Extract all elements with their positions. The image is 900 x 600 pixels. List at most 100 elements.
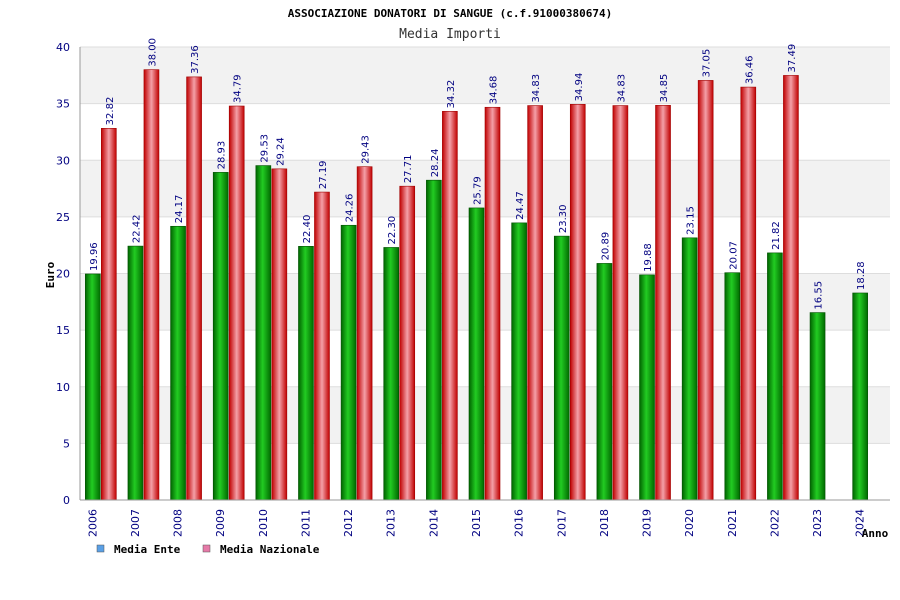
data-label: 29.24 <box>275 137 286 166</box>
data-label: 24.47 <box>515 191 526 220</box>
bar-media-ente <box>298 246 314 501</box>
bar-media-ente <box>383 247 400 501</box>
bar-media-nazionale <box>612 105 629 501</box>
bar-media-nazionale <box>228 105 245 501</box>
data-label: 34.32 <box>446 80 457 109</box>
x-tick-label: 2023 <box>811 509 824 537</box>
bar-media-nazionale <box>783 75 799 501</box>
data-label: 20.07 <box>728 241 739 270</box>
bar-media-nazionale <box>314 191 330 501</box>
data-label: 23.30 <box>558 204 569 233</box>
data-label: 19.88 <box>643 243 654 272</box>
x-tick-label: 2013 <box>385 509 398 537</box>
x-tick-label: 2021 <box>726 509 739 537</box>
data-label: 34.79 <box>233 74 244 103</box>
x-tick-label: 2011 <box>299 509 312 537</box>
data-label: 27.71 <box>403 155 414 184</box>
bar-media-ente <box>340 224 357 501</box>
bar-media-ente <box>681 237 698 501</box>
data-label: 24.26 <box>345 194 356 223</box>
data-labels: 19.96 32.82 22.42 38.00 24.17 37.36 28.93 34.79… <box>89 38 867 310</box>
bar-media-nazionale <box>442 111 458 501</box>
data-label: 36.46 <box>744 55 755 84</box>
data-label: 18.28 <box>856 261 867 290</box>
data-label: 34.94 <box>574 73 585 102</box>
y-tick-label: 0 <box>63 494 70 507</box>
data-label: 34.83 <box>531 74 542 103</box>
data-label: 29.53 <box>259 134 270 163</box>
x-tick-label: 2007 <box>129 509 142 537</box>
x-tick-label: 2014 <box>427 509 440 537</box>
data-label: 37.36 <box>190 45 201 74</box>
bar-media-nazionale <box>697 80 714 501</box>
y-axis-label: Euro <box>44 261 57 288</box>
x-axis-label: Anno <box>862 527 889 540</box>
legend: Media Ente Media Nazionale <box>96 543 320 556</box>
bar-media-nazionale <box>569 104 586 501</box>
x-tick-label: 2009 <box>214 509 227 537</box>
chart-subtitle: Media Importi <box>399 27 501 42</box>
y-tick-label: 10 <box>56 381 70 394</box>
bar-media-nazionale <box>271 168 288 501</box>
x-tick-label: 2015 <box>470 509 483 537</box>
data-label: 34.85 <box>659 74 670 103</box>
data-label: 24.17 <box>174 195 185 224</box>
data-label: 28.24 <box>430 149 441 178</box>
y-tick-label: 20 <box>56 268 70 281</box>
legend-swatch-media-nazionale <box>202 544 211 553</box>
data-label: 21.82 <box>771 221 782 250</box>
bar-media-ente <box>468 207 485 501</box>
bar-media-ente <box>767 252 783 501</box>
x-tick-label: 2010 <box>257 509 270 537</box>
x-tick-label: 2017 <box>555 509 568 537</box>
data-label: 29.43 <box>361 135 372 164</box>
bar-media-nazionale <box>356 166 373 501</box>
data-label: 34.83 <box>616 74 627 103</box>
y-tick-label: 40 <box>56 41 70 54</box>
bar-media-ente <box>255 165 272 501</box>
data-label: 38.00 <box>147 38 158 67</box>
bar-media-nazionale <box>484 106 501 501</box>
data-label: 22.40 <box>302 215 313 244</box>
x-tick-label: 2012 <box>342 509 355 537</box>
axes: 0 5 10 15 20 25 30 35 40 2006 2007 2008 2009 2010 2011… <box>56 41 890 537</box>
x-tick-label: 2022 <box>768 509 781 537</box>
data-label: 28.93 <box>217 141 228 170</box>
chart-title: ASSOCIAZIONE DONATORI DI SANGUE (c.f.910… <box>288 7 613 20</box>
bar-media-ente <box>511 222 527 501</box>
x-tick-label: 2020 <box>683 509 696 537</box>
data-label: 20.89 <box>600 232 611 261</box>
bar-media-ente <box>212 172 229 501</box>
data-label: 16.55 <box>814 281 825 310</box>
data-label: 32.82 <box>105 97 116 126</box>
y-tick-label: 30 <box>56 154 70 167</box>
bar-media-ente <box>852 292 868 501</box>
bar-media-ente <box>724 272 741 501</box>
legend-label-media-ente: Media Ente <box>114 543 181 556</box>
data-label: 19.96 <box>89 242 100 271</box>
bar-media-nazionale <box>186 76 202 501</box>
y-tick-label: 15 <box>56 324 70 337</box>
bar-media-ente <box>809 312 826 501</box>
bar-media-nazionale <box>527 105 543 501</box>
x-tick-label: 2006 <box>86 509 99 537</box>
bar-media-ente <box>426 179 442 501</box>
legend-label-media-nazionale: Media Nazionale <box>220 543 320 556</box>
data-label: 37.05 <box>702 49 713 78</box>
bar-media-ente <box>127 245 144 501</box>
x-tick-label: 2008 <box>172 509 185 537</box>
bar-media-nazionale <box>740 86 757 501</box>
bar-media-nazionale <box>655 105 671 501</box>
x-tick-label: 2018 <box>598 509 611 537</box>
bar-media-ente <box>639 274 655 501</box>
data-label: 27.19 <box>318 160 329 189</box>
data-label: 22.30 <box>387 216 398 245</box>
bar-media-nazionale <box>399 185 416 501</box>
bar-media-ente <box>596 263 613 501</box>
legend-swatch-media-ente <box>96 544 105 553</box>
bar-media-ente <box>85 273 101 501</box>
y-tick-label: 25 <box>56 211 70 224</box>
x-tick-label: 2016 <box>513 509 526 537</box>
data-label: 37.49 <box>787 44 798 73</box>
